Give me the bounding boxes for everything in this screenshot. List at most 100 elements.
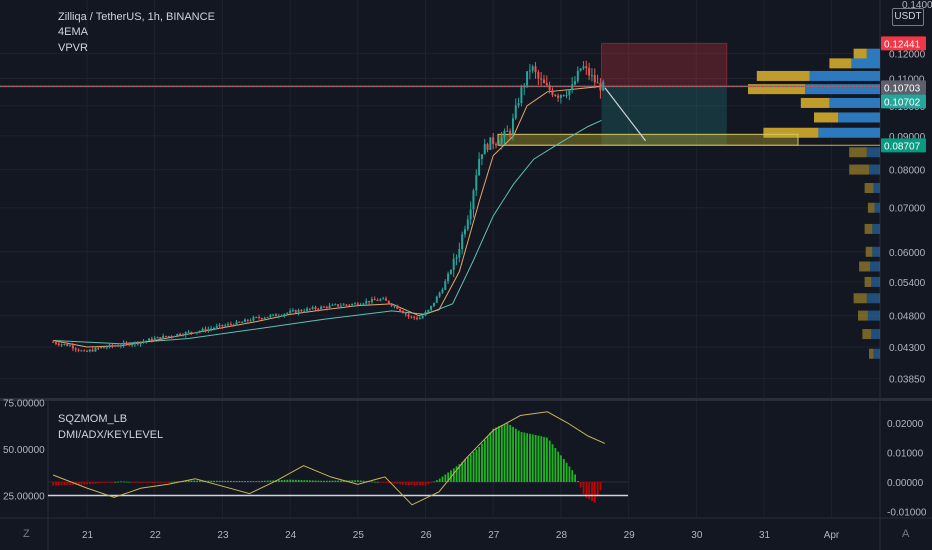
projection-line	[604, 87, 647, 142]
volume-profile-down-bar	[864, 223, 873, 234]
price-tick-label: 0.12000	[889, 50, 926, 61]
candle-body	[444, 281, 447, 290]
candle-body	[320, 306, 323, 310]
momentum-tick-label: 0.00000	[887, 478, 924, 489]
momentum-bar	[523, 432, 526, 482]
time-tick-label: 31	[759, 530, 771, 541]
candle-body	[531, 66, 534, 71]
momentum-bar	[410, 482, 413, 486]
volume-profile-down-bar	[829, 58, 852, 69]
candle-body	[325, 306, 328, 309]
candle-body	[60, 344, 63, 346]
candle-body	[511, 118, 514, 134]
candle-body	[241, 322, 244, 324]
candle-body	[229, 324, 232, 326]
volume-profile-down-bar	[849, 147, 867, 158]
candle-body	[210, 328, 213, 330]
momentum-bar	[114, 481, 117, 483]
candle-body	[337, 304, 340, 307]
momentum-bar	[461, 461, 464, 482]
momentum-bar	[235, 480, 238, 482]
momentum-bar	[261, 480, 263, 482]
sqzmom-legend[interactable]: SQZMOM_LB	[58, 413, 128, 425]
candle-body	[562, 95, 565, 97]
price-tick-label: 0.05400	[889, 278, 926, 289]
zoom-button[interactable]: Z	[23, 528, 30, 540]
candle-body	[362, 303, 365, 305]
candle-body	[588, 67, 591, 76]
currency-button[interactable]: USDT	[892, 8, 924, 26]
momentum-bar	[577, 481, 579, 482]
target-zone	[601, 86, 727, 146]
candle-body	[145, 340, 148, 342]
candle-body	[430, 305, 433, 310]
candle-body	[365, 300, 368, 304]
momentum-bar	[289, 479, 292, 482]
volume-profile-down-bar	[748, 84, 806, 95]
vpvr-legend[interactable]: VPVR	[58, 42, 88, 54]
candle-body	[286, 312, 289, 314]
candle-body	[215, 326, 218, 329]
candle-body	[303, 311, 306, 313]
momentum-bar	[170, 481, 173, 483]
momentum-bar	[108, 482, 111, 483]
auto-scale-button[interactable]: A	[902, 528, 910, 540]
time-tick-label: 30	[691, 530, 703, 541]
candle-body	[246, 319, 249, 321]
candle-body	[509, 131, 512, 134]
momentum-bar	[111, 482, 114, 483]
momentum-bar	[402, 482, 404, 485]
candle-body	[181, 335, 184, 337]
time-tick-label: 29	[624, 530, 636, 541]
momentum-bar	[269, 480, 272, 482]
candle-body	[528, 70, 531, 72]
candle-body	[280, 315, 283, 317]
volume-profile-up-bar	[805, 84, 880, 95]
candle-body	[300, 310, 303, 312]
candle-body	[314, 307, 317, 309]
ema-legend[interactable]: 4EMA	[58, 26, 88, 38]
momentum-bar	[199, 480, 201, 482]
candle-body	[500, 137, 503, 144]
dmi-legend[interactable]: DMI/ADX/KEYLEVEL	[58, 429, 164, 441]
momentum-bar	[52, 482, 55, 486]
candle-body	[503, 130, 506, 138]
symbol-title[interactable]: Zilliqa / TetherUS, 1h, BINANCE	[58, 11, 215, 23]
candle-body	[590, 75, 593, 77]
candle-body	[399, 308, 402, 311]
candle-body	[274, 314, 277, 317]
momentum-bar	[103, 482, 105, 483]
time-axis-bg	[0, 518, 932, 550]
momentum-bar	[359, 480, 362, 482]
candle-body	[83, 350, 86, 352]
momentum-bar	[55, 482, 57, 486]
momentum-bar	[568, 466, 571, 482]
momentum-bar	[371, 481, 373, 483]
adx-tick-label: 75.00000	[3, 399, 45, 410]
candle-body	[599, 82, 602, 91]
momentum-bar	[560, 455, 562, 482]
momentum-bar	[300, 480, 303, 482]
candle-body	[421, 315, 424, 319]
momentum-bar	[433, 481, 435, 483]
momentum-bar	[593, 482, 596, 503]
volume-profile-down-bar	[853, 48, 867, 59]
candle-body	[393, 305, 396, 307]
candle-body	[179, 333, 182, 336]
candle-body	[489, 137, 492, 150]
momentum-bar	[357, 480, 359, 482]
volume-profile-up-bar	[872, 223, 880, 234]
price-label-box	[881, 36, 926, 51]
momentum-bar	[230, 480, 232, 482]
momentum-bar	[162, 482, 165, 483]
momentum-bar	[83, 482, 86, 485]
candle-body	[269, 315, 272, 318]
momentum-bar	[224, 480, 227, 482]
candle-body	[478, 158, 481, 176]
momentum-bar	[424, 482, 427, 486]
candle-body	[401, 310, 404, 314]
momentum-bar	[520, 431, 523, 482]
momentum-bar	[122, 481, 125, 483]
volume-profile-up-bar	[866, 147, 880, 158]
